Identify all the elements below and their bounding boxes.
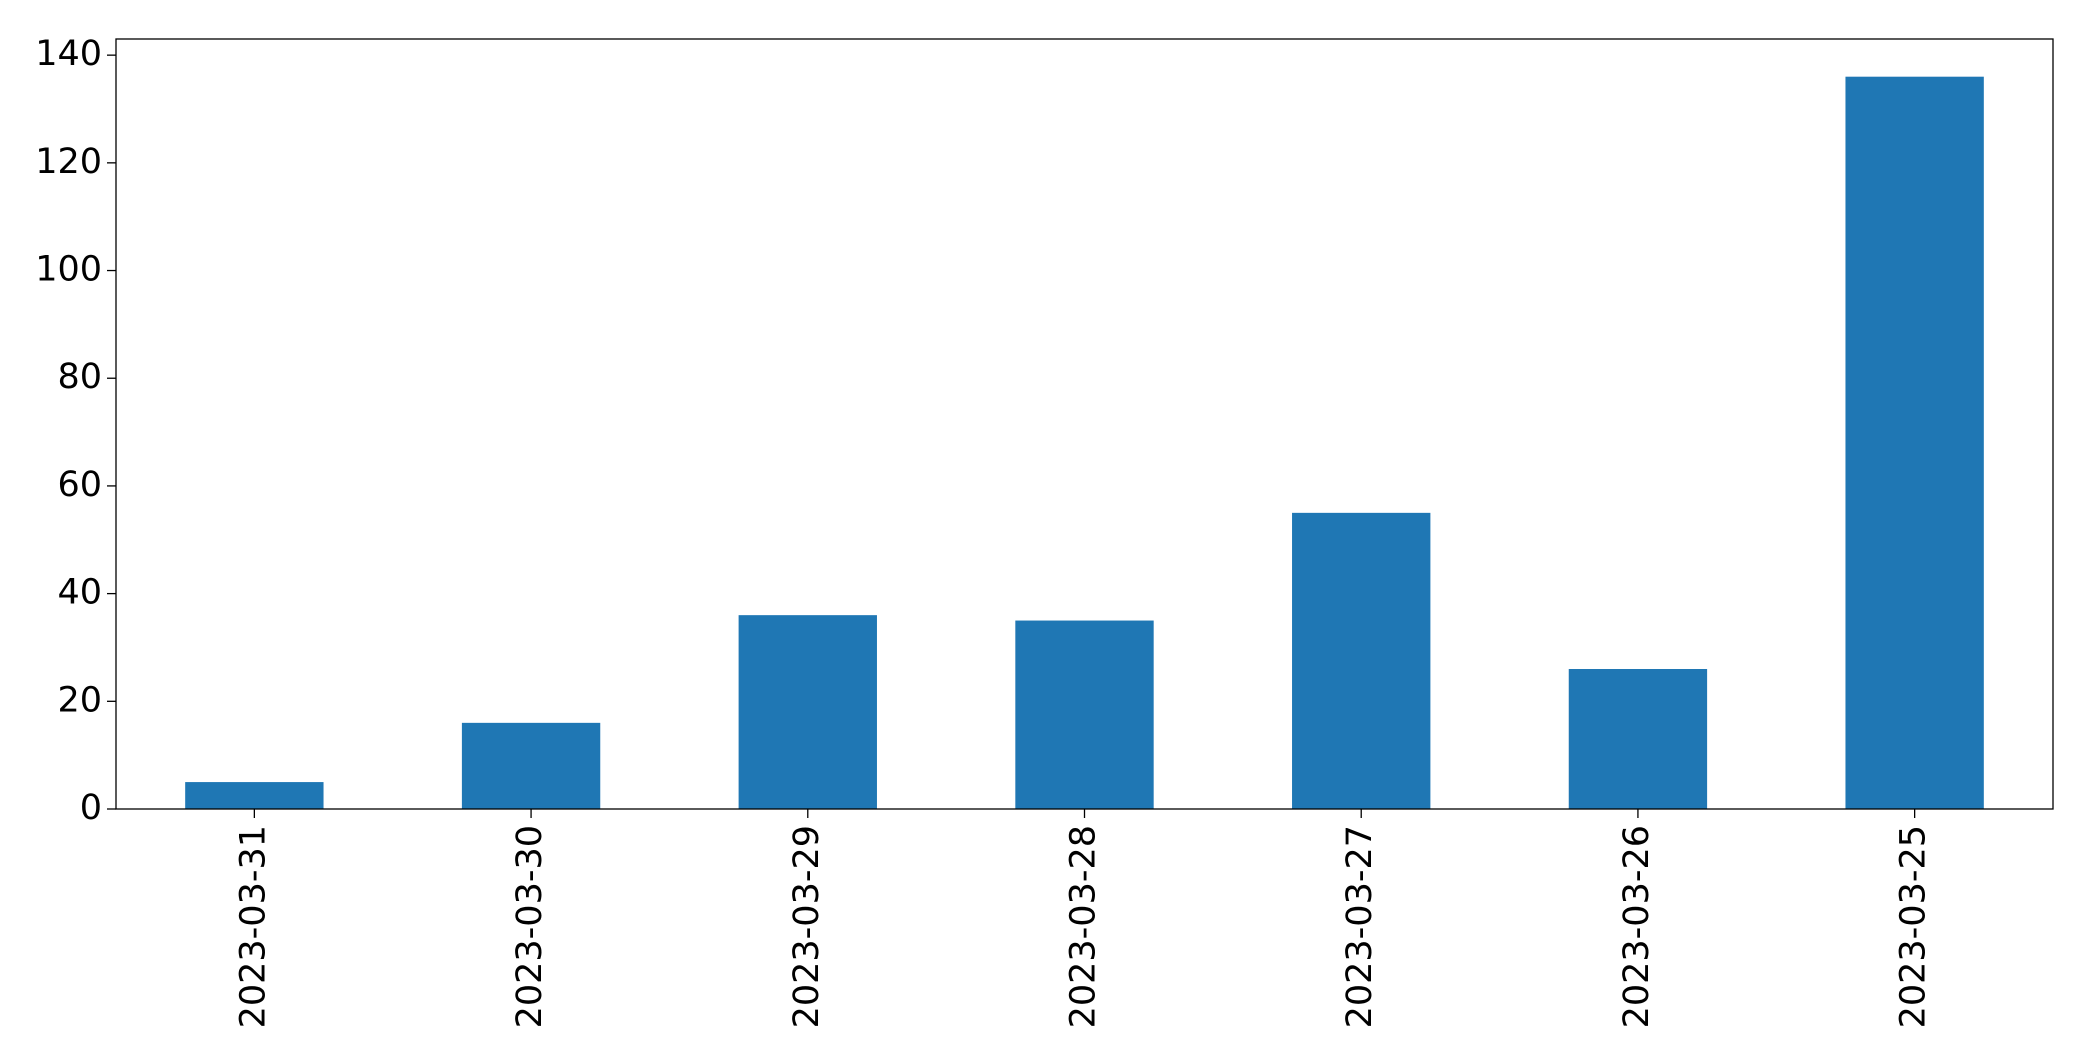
bar [738, 615, 877, 809]
plot-frame [115, 38, 2054, 810]
x-tick-label: 2023-03-26 [1617, 825, 1657, 1028]
bar [1568, 669, 1708, 809]
y-tick-label: 0 [80, 788, 102, 828]
x-tick-label: 2023-03-31 [233, 825, 273, 1028]
x-tick-label: 2023-03-29 [787, 825, 827, 1028]
y-tick-label: 80 [57, 357, 102, 397]
bar [1292, 512, 1431, 809]
y-tick-label: 100 [35, 250, 102, 290]
bar [1845, 76, 1984, 809]
y-tick-label: 140 [35, 34, 102, 74]
bar [461, 722, 601, 809]
x-tick-label: 2023-03-28 [1064, 825, 1104, 1028]
x-tick-label: 2023-03-27 [1340, 825, 1380, 1028]
y-tick-label: 40 [57, 573, 102, 613]
bar [185, 782, 324, 809]
y-tick-label: 60 [57, 465, 102, 505]
x-tick-label: 2023-03-30 [510, 825, 550, 1028]
x-tick-label: 2023-03-25 [1894, 825, 1934, 1028]
bar [1015, 620, 1154, 809]
y-tick-label: 20 [57, 680, 102, 720]
y-tick-label: 120 [35, 142, 102, 182]
